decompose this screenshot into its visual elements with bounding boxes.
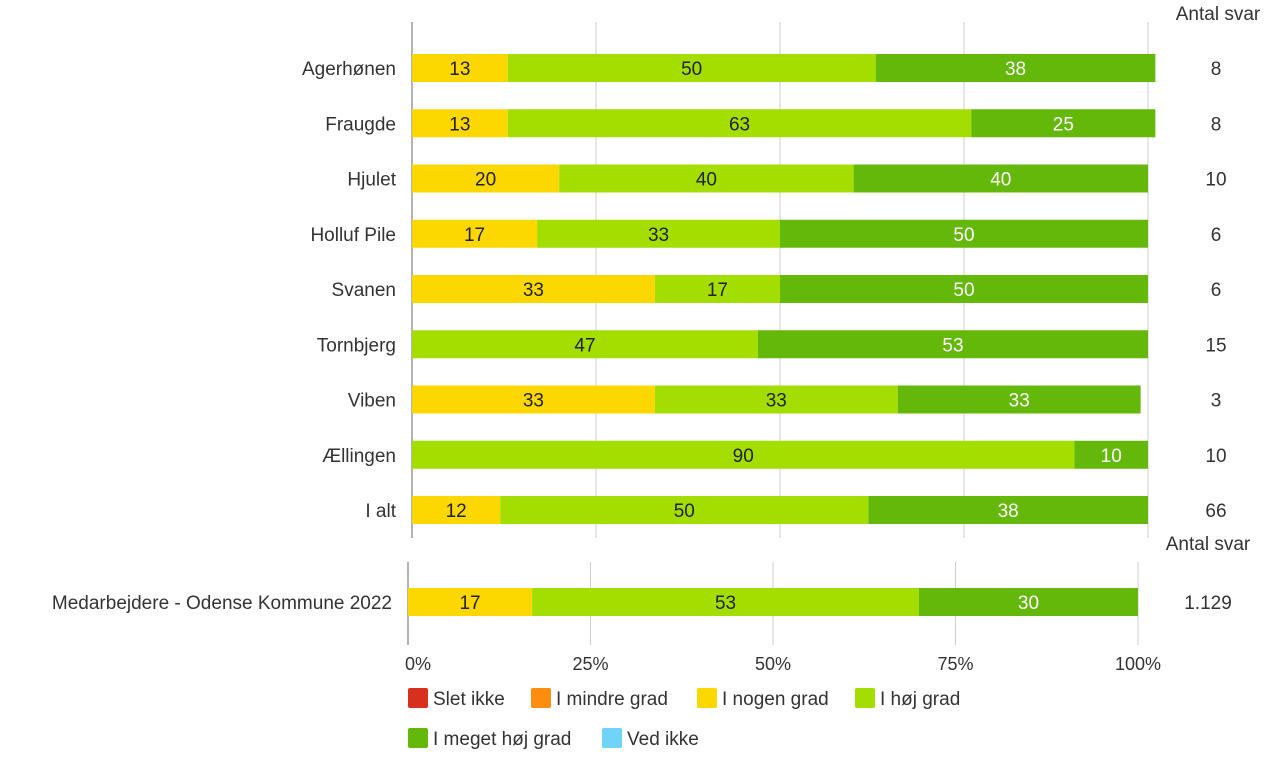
bar-segment xyxy=(654,385,898,414)
legend-label: Ved ikke xyxy=(627,729,699,750)
bar-segment xyxy=(412,164,560,193)
count-value: 15 xyxy=(1205,335,1226,356)
data-label: 50 xyxy=(681,59,702,80)
legend-label: I nogen grad xyxy=(722,689,829,710)
count-value: 66 xyxy=(1205,501,1226,522)
count-value: 6 xyxy=(1211,280,1222,301)
count-value: 1.129 xyxy=(1184,593,1232,614)
bar-segment xyxy=(780,219,1148,248)
bar-segment xyxy=(971,109,1156,138)
bar-segment xyxy=(537,219,780,248)
data-label: 17 xyxy=(707,280,728,301)
data-label: 53 xyxy=(715,593,736,614)
data-label: 38 xyxy=(1005,59,1026,80)
bar-segment xyxy=(412,330,758,359)
data-label: 33 xyxy=(523,280,544,301)
bar-segment xyxy=(559,164,854,193)
category-label: Agerhønen xyxy=(302,59,396,80)
category-label: Fraugde xyxy=(325,114,396,135)
data-label: 47 xyxy=(574,335,595,356)
category-label: Tornbjerg xyxy=(317,335,396,356)
x-tick-label: 25% xyxy=(572,654,608,674)
count-value: 10 xyxy=(1205,170,1226,191)
count-value: 3 xyxy=(1211,391,1222,412)
bar-segment xyxy=(507,54,876,82)
bar-segment xyxy=(654,275,780,303)
category-label: I alt xyxy=(365,501,396,522)
data-label: 63 xyxy=(729,114,750,135)
count-value: 6 xyxy=(1211,225,1222,246)
bar-segment xyxy=(507,109,972,138)
data-label: 17 xyxy=(459,593,480,614)
bar-segment xyxy=(408,588,533,616)
category-label: Viben xyxy=(348,391,396,412)
bar-segment xyxy=(919,588,1138,616)
count-header: Antal svar xyxy=(1166,534,1251,555)
legend-swatch xyxy=(531,688,551,708)
data-label: 13 xyxy=(449,114,470,135)
legend-label: I høj grad xyxy=(880,689,960,710)
x-tick-label: 0% xyxy=(405,654,431,674)
bar-segment xyxy=(868,496,1148,524)
data-label: 33 xyxy=(1009,391,1030,412)
bar-segment xyxy=(412,440,1075,469)
bar-segment xyxy=(780,275,1148,303)
data-label: 53 xyxy=(942,335,963,356)
x-tick-label: 50% xyxy=(755,654,791,674)
legend-swatch xyxy=(855,688,875,708)
bar-segment xyxy=(500,496,869,524)
data-label: 12 xyxy=(446,501,467,522)
data-label: 38 xyxy=(998,501,1019,522)
legend-swatch xyxy=(408,728,428,748)
bar-segment xyxy=(853,164,1148,193)
count-header: Antal svar xyxy=(1176,4,1261,25)
data-label: 13 xyxy=(449,59,470,80)
legend-swatch xyxy=(602,728,622,748)
legend-label: I mindre grad xyxy=(556,689,668,710)
data-label: 20 xyxy=(475,170,496,191)
bar-segment xyxy=(897,385,1141,414)
data-label: 30 xyxy=(1018,593,1039,614)
bar-segment xyxy=(412,109,508,138)
bar-segment xyxy=(875,54,1156,82)
data-label: 50 xyxy=(953,225,974,246)
bar-segment xyxy=(1074,440,1148,469)
data-label: 33 xyxy=(766,391,787,412)
count-value: 8 xyxy=(1211,59,1222,80)
legend-swatch xyxy=(697,688,717,708)
bar-segment xyxy=(412,275,655,303)
data-label: 25 xyxy=(1053,114,1074,135)
category-label: Holluf Pile xyxy=(310,225,396,246)
data-label: 40 xyxy=(696,170,717,191)
count-value: 10 xyxy=(1205,446,1226,467)
legend-label: Slet ikke xyxy=(433,689,505,710)
category-label: Hjulet xyxy=(347,170,396,191)
category-label: Ællingen xyxy=(322,446,396,467)
data-label: 50 xyxy=(674,501,695,522)
data-label: 50 xyxy=(953,280,974,301)
legend-swatch xyxy=(408,688,428,708)
bar-segment xyxy=(532,588,919,616)
category-label: Medarbejdere - Odense Kommune 2022 xyxy=(52,593,392,614)
bar-segment xyxy=(412,385,655,414)
category-label: Svanen xyxy=(332,280,396,301)
x-tick-label: 100% xyxy=(1115,654,1161,674)
bar-segment xyxy=(412,54,508,82)
count-value: 8 xyxy=(1211,114,1222,135)
bar-segment xyxy=(412,219,538,248)
data-label: 33 xyxy=(523,391,544,412)
data-label: 90 xyxy=(733,446,754,467)
data-label: 33 xyxy=(648,225,669,246)
data-label: 10 xyxy=(1101,446,1122,467)
bar-segment xyxy=(757,330,1148,359)
data-label: 40 xyxy=(990,170,1011,191)
bar-segment xyxy=(412,496,501,524)
data-label: 17 xyxy=(464,225,485,246)
legend-label: I meget høj grad xyxy=(433,729,571,750)
x-tick-label: 75% xyxy=(937,654,973,674)
